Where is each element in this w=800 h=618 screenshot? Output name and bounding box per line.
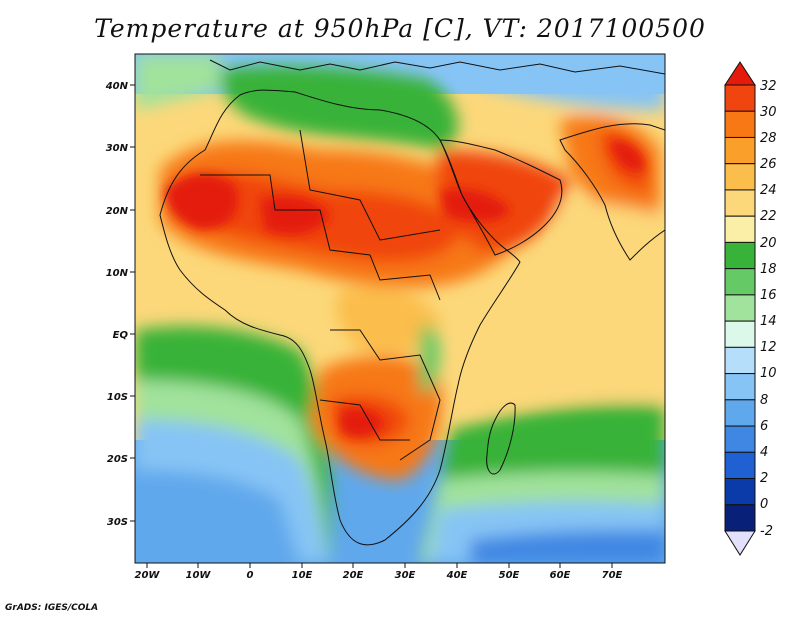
colorbar-box — [724, 268, 756, 296]
colorbar-label: 18 — [760, 262, 777, 277]
map-frame — [134, 53, 666, 564]
colorbar-label: 20 — [760, 236, 777, 251]
colorbar-label: 10 — [760, 366, 777, 381]
coastlines — [159, 59, 665, 546]
field-blurred-shapes — [135, 54, 665, 563]
lon-tick-label: 20E — [343, 570, 364, 581]
colorbar-label: 14 — [760, 314, 777, 329]
colorbar-label: 30 — [760, 105, 777, 120]
lat-tick-label: 10S — [107, 392, 128, 403]
border-lines — [200, 174, 441, 301]
colorbar-box — [724, 451, 756, 480]
border-lines-4 — [319, 399, 410, 441]
lon-tick-label: 10E — [292, 570, 313, 581]
asia-coastline — [559, 123, 665, 261]
lon-tick-label: 0 — [247, 570, 254, 581]
colorbar-box — [724, 294, 756, 322]
colorbar-box — [724, 84, 756, 112]
colorbar-box — [724, 136, 756, 165]
colorbar-label: 26 — [760, 157, 777, 172]
colorbar-label: 32 — [760, 79, 777, 94]
colorbar-box — [724, 320, 756, 348]
latitude-labels: 40N 30N 20N 10N EQ 10S 20S 30S — [105, 81, 129, 528]
colorbar-label: 28 — [760, 131, 777, 146]
chart-title: Temperature at 950hPa [C], VT: 201710050… — [94, 14, 706, 43]
arabia-coastline — [439, 139, 563, 256]
lat-tick-label: 40N — [105, 81, 129, 92]
lon-tick-label: 50E — [499, 570, 520, 581]
colorbar-box — [724, 373, 756, 401]
colorbar-label: 2 — [760, 471, 768, 486]
europe-coastline — [209, 59, 665, 75]
colorbar-label: 8 — [760, 393, 768, 408]
colorbar-label: 12 — [760, 340, 777, 355]
border-lines-3 — [330, 329, 441, 461]
colorbar-top-arrow — [724, 61, 756, 86]
lat-tick-label: 10N — [106, 268, 129, 279]
colorbar-box — [724, 241, 756, 270]
lon-tick-label: 70E — [602, 570, 623, 581]
lat-tick-label: EQ — [113, 330, 129, 341]
colorbar-bottom-arrow — [724, 530, 756, 556]
colorbar-label: 0 — [760, 497, 768, 512]
africa-coastline — [159, 89, 521, 546]
colorbar-label: 16 — [760, 288, 777, 303]
lat-tick-label: 30N — [106, 143, 129, 154]
colorbar-box — [724, 425, 756, 453]
lon-tick-label: 40E — [446, 570, 468, 581]
temperature-field — [135, 54, 665, 563]
colorbar-box — [724, 110, 756, 138]
colorbar-box — [724, 215, 756, 243]
colorbar-box — [724, 478, 756, 506]
lon-tick-label: 30E — [395, 570, 416, 581]
lon-tick-label: 20W — [135, 570, 161, 581]
colorbar-label: 6 — [760, 419, 768, 434]
colorbar-box — [724, 504, 756, 532]
lon-tick-label: 60E — [550, 570, 571, 581]
colorbar-box — [724, 189, 756, 217]
colorbar-box — [724, 399, 756, 427]
colorbar-label: 24 — [760, 183, 777, 198]
colorbar-label: 4 — [760, 445, 768, 460]
lat-tick-label: 20S — [107, 454, 128, 465]
tick-marks — [130, 84, 613, 568]
lat-tick-label: 20N — [106, 206, 129, 217]
colorbar-box — [724, 346, 756, 375]
colorbar-boxes — [724, 84, 756, 532]
border-lines-2 — [299, 129, 441, 241]
colorbar-box — [724, 163, 756, 191]
lat-tick-label: 30S — [107, 517, 128, 528]
field-hot-cores — [165, 140, 645, 437]
colorbar-label: 22 — [760, 209, 777, 224]
grads-credit: GrADS: IGES/COLA — [5, 603, 99, 613]
colorbar-label: -2 — [760, 524, 773, 539]
colorbar: 32 30 28 26 24 22 20 18 16 14 12 10 8 6 … — [724, 61, 777, 556]
longitude-labels: 20W 10W 0 10E 20E 30E 40E 50E 60E 70E — [135, 570, 623, 581]
lon-tick-label: 10W — [186, 570, 212, 581]
madagascar-coastline — [486, 402, 516, 475]
